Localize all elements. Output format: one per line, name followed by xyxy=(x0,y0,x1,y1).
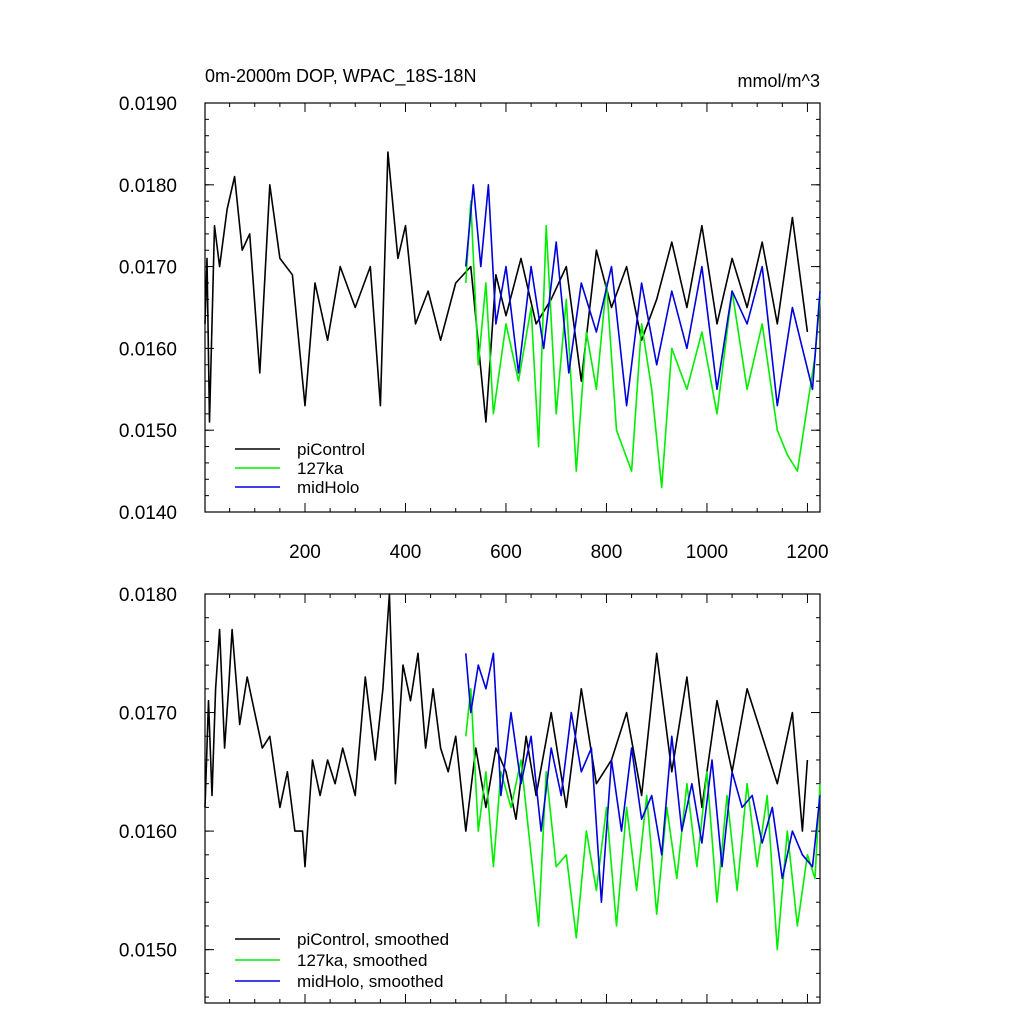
y-tick-label: 0.0140 xyxy=(119,503,177,524)
y-tick-label: 0.0150 xyxy=(119,421,177,442)
y-tick-label: 0.0180 xyxy=(119,176,177,197)
series-line-1 xyxy=(204,593,809,868)
series-line-1 xyxy=(204,151,809,423)
chart-title: 0m-2000m DOP, WPAC_18S-18N xyxy=(205,66,476,87)
y-tick-label: 0.0160 xyxy=(119,822,177,843)
legend-label: midHolo, smoothed xyxy=(297,972,443,991)
y-tick-label: 0.0180 xyxy=(119,585,177,606)
legend-label: piControl, smoothed xyxy=(297,930,449,949)
series-line-3 xyxy=(465,184,821,407)
x-tick-label: 200 xyxy=(289,542,321,563)
legend-label: midHolo xyxy=(297,478,359,497)
legend-label: 127ka, smoothed xyxy=(297,951,427,970)
x-tick-label: 600 xyxy=(490,542,522,563)
x-tick-label: 1200 xyxy=(786,542,828,563)
legend-label: 127ka xyxy=(297,459,344,478)
series-line-2 xyxy=(465,200,821,489)
y-tick-label: 0.0160 xyxy=(119,339,177,360)
y-tick-label: 0.0170 xyxy=(119,258,177,279)
chart-panel-1: 0.0140 0.0150 0.0160 0.0170 0.0180 0.0190 200 4… xyxy=(119,66,829,563)
units-label: mmol/m^3 xyxy=(738,71,820,91)
y-tick-label: 0.0150 xyxy=(119,941,177,962)
legend-label: piControl xyxy=(297,440,365,459)
series-line-2 xyxy=(465,687,821,951)
chart-panel-2: 0.0150 0.0160 0.0170 0.0180 piControl, smoot… xyxy=(119,585,821,1004)
series-line-3 xyxy=(465,652,821,904)
y-tick-label: 0.0170 xyxy=(119,704,177,725)
y-tick-label: 0.0190 xyxy=(119,94,177,115)
x-tick-label: 800 xyxy=(591,542,623,563)
x-tick-label: 1000 xyxy=(686,542,728,563)
x-tick-label: 400 xyxy=(390,542,422,563)
